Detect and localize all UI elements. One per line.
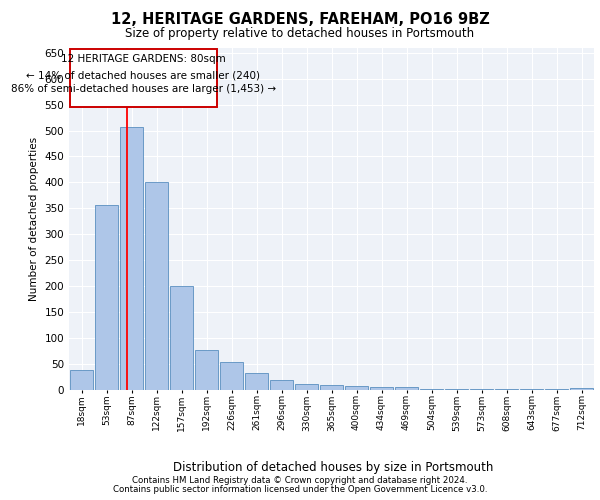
Text: ← 14% of detached houses are smaller (240): ← 14% of detached houses are smaller (24… <box>26 71 260 81</box>
Bar <box>320 386 343 390</box>
Text: Size of property relative to detached houses in Portsmouth: Size of property relative to detached ho… <box>125 28 475 40</box>
Bar <box>95 204 118 390</box>
Y-axis label: Number of detached properties: Number of detached properties <box>29 136 39 301</box>
Bar <box>145 182 168 390</box>
Bar <box>220 362 243 390</box>
Bar <box>195 350 218 390</box>
Bar <box>170 286 193 390</box>
FancyBboxPatch shape <box>70 49 217 107</box>
Bar <box>270 380 293 390</box>
Text: 12, HERITAGE GARDENS, FAREHAM, PO16 9BZ: 12, HERITAGE GARDENS, FAREHAM, PO16 9BZ <box>110 12 490 28</box>
Bar <box>470 389 493 390</box>
Text: Distribution of detached houses by size in Portsmouth: Distribution of detached houses by size … <box>173 461 493 474</box>
Bar <box>570 388 593 390</box>
Text: Contains HM Land Registry data © Crown copyright and database right 2024.: Contains HM Land Registry data © Crown c… <box>132 476 468 485</box>
Bar <box>295 384 318 390</box>
Bar <box>245 373 268 390</box>
Bar <box>120 127 143 390</box>
Bar <box>345 386 368 390</box>
Bar <box>420 389 443 390</box>
Text: 12 HERITAGE GARDENS: 80sqm: 12 HERITAGE GARDENS: 80sqm <box>61 54 226 64</box>
Bar <box>445 389 468 390</box>
Bar <box>70 370 93 390</box>
Bar <box>370 388 393 390</box>
Text: Contains public sector information licensed under the Open Government Licence v3: Contains public sector information licen… <box>113 485 487 494</box>
Text: 86% of semi-detached houses are larger (1,453) →: 86% of semi-detached houses are larger (… <box>11 84 276 94</box>
Bar <box>395 388 418 390</box>
